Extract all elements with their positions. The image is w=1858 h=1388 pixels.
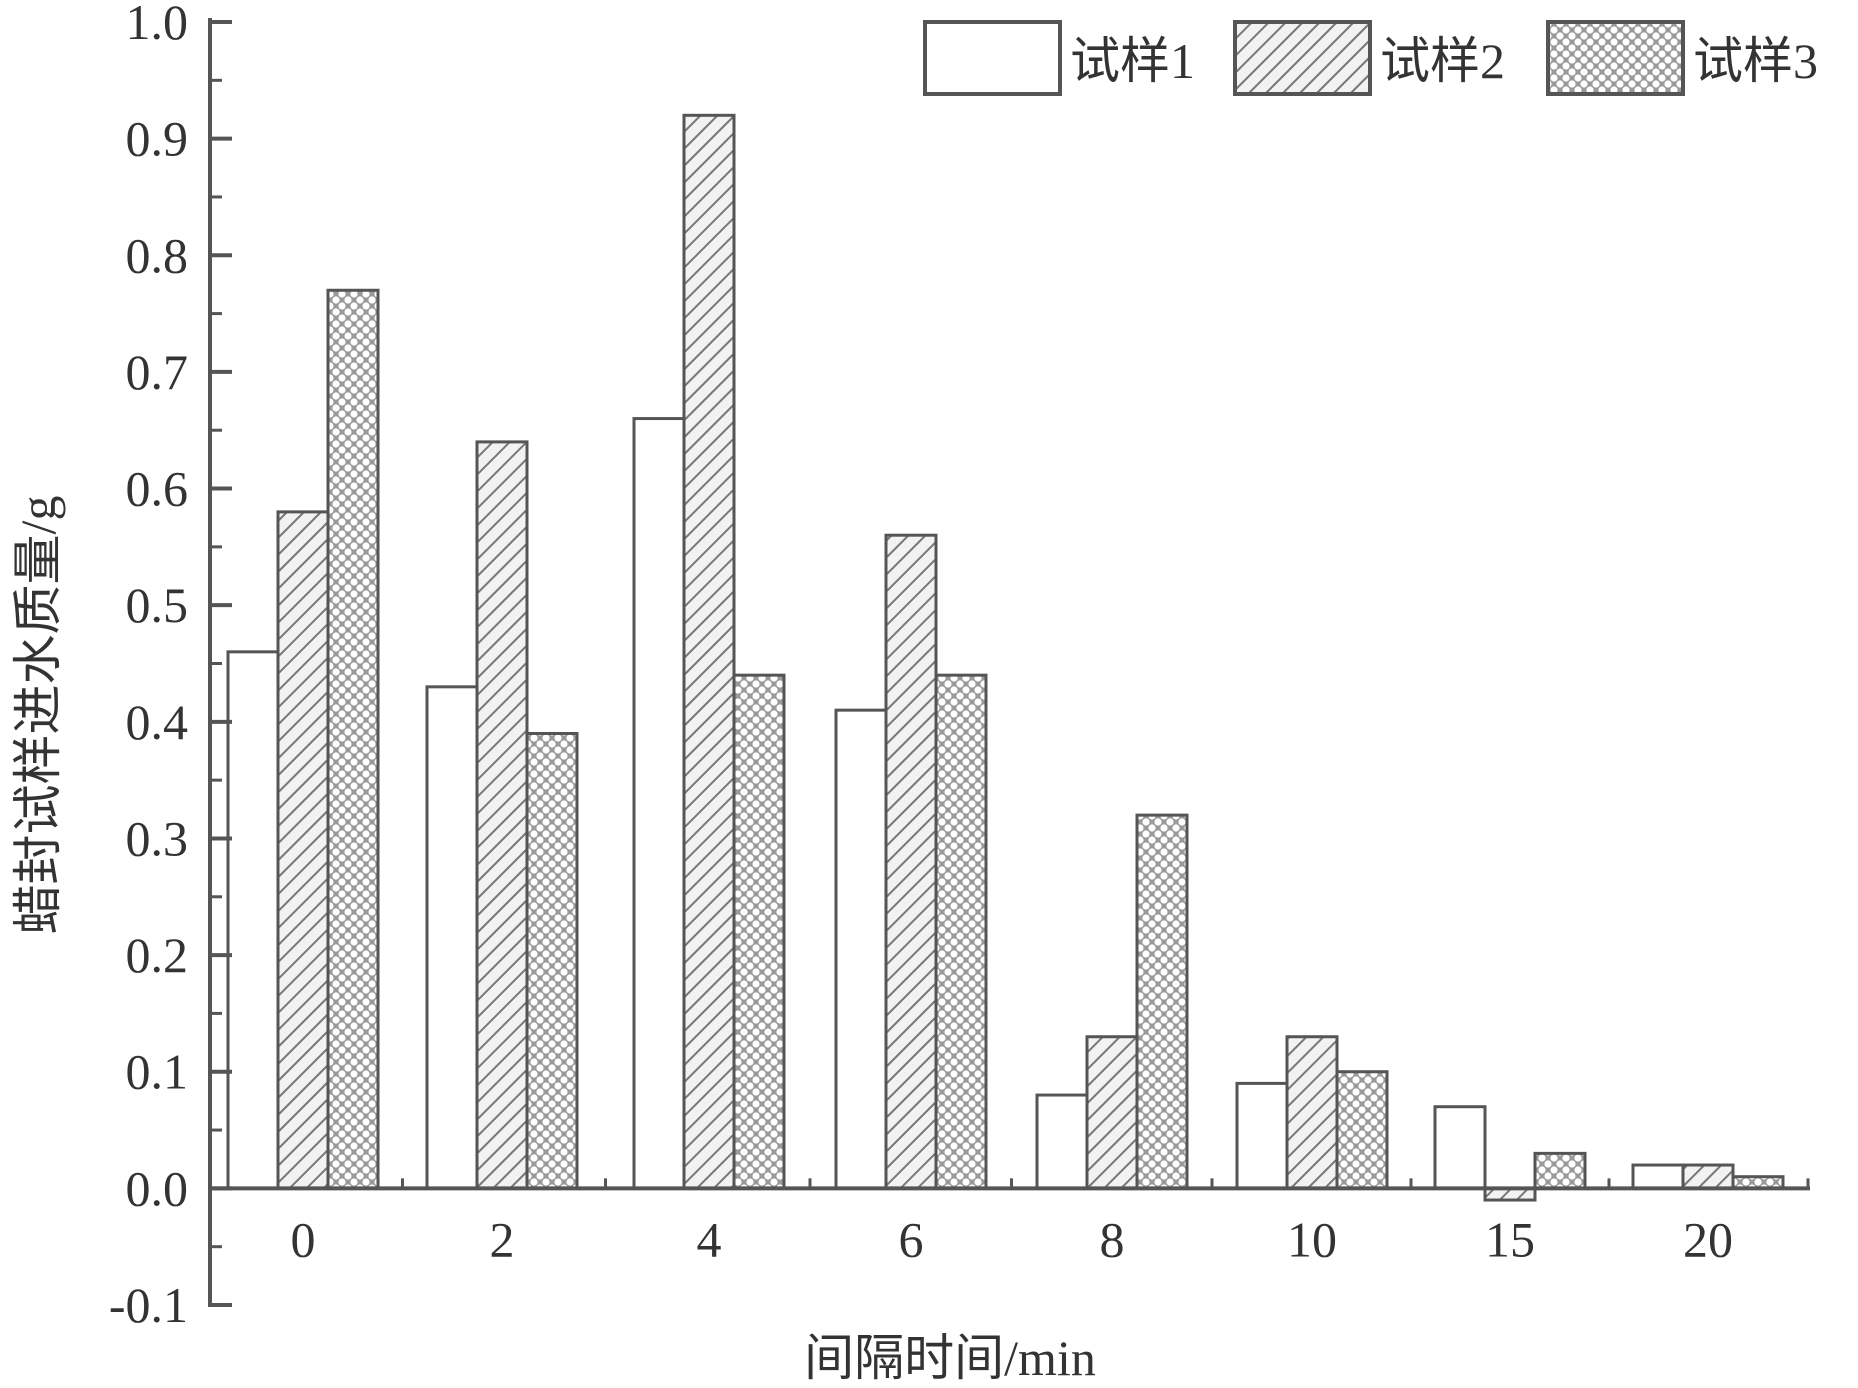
bar-series2-cat-4 xyxy=(682,113,736,1190)
y-tick-label: 0.2 xyxy=(126,927,189,983)
x-tick-label: 20 xyxy=(1683,1211,1733,1267)
legend-label-series1: 试样1 xyxy=(1070,33,1195,89)
legend-label-series3: 试样3 xyxy=(1693,33,1818,89)
legend-swatch-series3 xyxy=(1546,20,1685,96)
bar-series1-cat-4 xyxy=(632,417,686,1190)
bar-series2-cat-20 xyxy=(1681,1163,1735,1190)
y-tick-label: 0.1 xyxy=(126,1044,189,1100)
bars-layer xyxy=(226,113,1785,1202)
bar-series3-cat-6 xyxy=(934,673,988,1190)
x-tick-label: 10 xyxy=(1287,1211,1337,1267)
bar-series1-cat-20 xyxy=(1631,1163,1685,1190)
bar-series3-cat-0 xyxy=(326,288,380,1190)
bar-series1-cat-15 xyxy=(1433,1105,1487,1190)
y-tick-label: 0.6 xyxy=(126,461,189,517)
bar-series3-cat-8 xyxy=(1135,813,1189,1190)
bar-series2-cat-10 xyxy=(1285,1035,1339,1190)
bar-series1-cat-0 xyxy=(226,650,280,1190)
y-tick-label: 0.8 xyxy=(126,227,189,283)
bar-series3-cat-4 xyxy=(732,673,786,1190)
bar-series2-cat-2 xyxy=(475,440,529,1190)
y-tick-label: 0.0 xyxy=(126,1160,189,1216)
legend: 试样1 试样2 试样3 xyxy=(923,20,1818,96)
y-tick-label: 0.4 xyxy=(126,694,189,750)
y-tick-label: -0.1 xyxy=(109,1277,188,1333)
y-tick-label: 0.9 xyxy=(126,111,189,167)
bar-series2-cat-8 xyxy=(1085,1035,1139,1190)
bar-series3-cat-10 xyxy=(1335,1070,1389,1190)
bar-series1-cat-8 xyxy=(1035,1093,1089,1190)
x-tick-label: 2 xyxy=(490,1211,515,1267)
x-tick-label: 8 xyxy=(1100,1211,1125,1267)
axes-layer: -0.1 0.0 0.1 0.2 0.3 0.4 0.5 0.6 0.7 0.8 0.9 1.0 0 2 4… xyxy=(109,0,1810,1333)
bar-series1-cat-2 xyxy=(425,685,479,1190)
y-tick-label: 1.0 xyxy=(126,0,189,50)
legend-swatch-series2 xyxy=(1233,20,1372,96)
x-tick-label: 0 xyxy=(291,1211,316,1267)
bar-series2-cat-6 xyxy=(884,533,938,1190)
bar-series1-cat-6 xyxy=(834,708,888,1190)
y-axis-title: 蜡封试样进水质量/g xyxy=(10,496,66,935)
bar-series2-cat-0 xyxy=(276,510,330,1190)
bar-series1-cat-10 xyxy=(1235,1081,1289,1190)
x-tick-label: 15 xyxy=(1485,1211,1535,1267)
y-tick-label: 0.3 xyxy=(126,810,189,866)
legend-swatch-series1 xyxy=(923,20,1062,96)
bar-series3-cat-2 xyxy=(525,731,579,1190)
y-tick-label: 0.7 xyxy=(126,344,189,400)
bar-series3-cat-15 xyxy=(1533,1151,1587,1190)
x-tick-label: 4 xyxy=(697,1211,722,1267)
x-axis-title: 间隔时间/min xyxy=(804,1330,1096,1383)
x-tick-label: 6 xyxy=(899,1211,924,1267)
legend-label-series2: 试样2 xyxy=(1380,33,1505,89)
y-tick-label: 0.5 xyxy=(126,577,189,633)
